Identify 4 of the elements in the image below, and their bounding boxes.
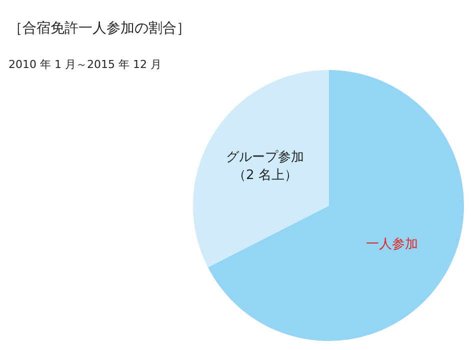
text: 2010 年 1 月～2015 年 12 月 (8, 58, 162, 71)
slice-label: グループ参加（2 名上） (226, 150, 304, 184)
chart-title: ［合宿免許一人参加の割合］ (8, 20, 190, 36)
slice-label: 一人参加 (366, 236, 418, 252)
